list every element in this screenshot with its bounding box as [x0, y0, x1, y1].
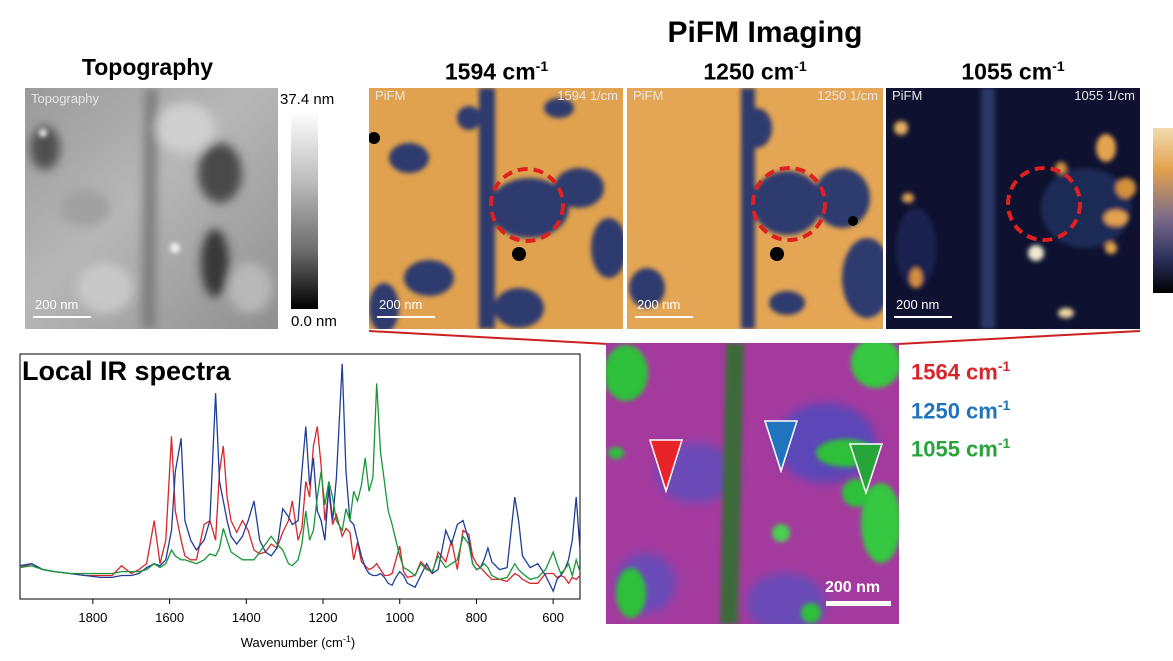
colorbar-max-label: 37.4 nm — [280, 91, 335, 108]
pifm-panel-3-scale-bar — [894, 316, 952, 318]
topography-scale-label: 200 nm — [35, 297, 79, 312]
topography-scale-bar — [33, 316, 91, 318]
spectrum-line-3 — [19, 383, 581, 581]
x-tick-label-1000: 1000 — [385, 610, 414, 625]
pifm-panel-1250: PiFM 1250 1/cm 200 nm — [627, 88, 883, 329]
topography-image: Topography 200 nm — [25, 88, 278, 329]
pifm-panel-1-scale-bar — [377, 316, 435, 318]
pifm-panel-2-corner-right: 1250 1/cm — [817, 88, 878, 103]
pifm-colorbar — [1153, 128, 1173, 293]
x-tick-label-1400: 1400 — [232, 610, 261, 625]
pifm-title: PiFM Imaging — [667, 16, 863, 49]
pifm-panel-1-corner-right: 1594 1/cm — [557, 88, 618, 103]
spectra-svg: 1800 1600 1400 1200 1000 800 600 Wavenumber (c… — [19, 353, 581, 650]
topography-image-label: Topography — [31, 91, 99, 106]
pifm-panel-1-corner-left: PiFM — [375, 88, 406, 103]
spectrum-line-2 — [19, 363, 581, 593]
pifm-panel-3-title: 1055 cm-1 — [961, 58, 1065, 85]
pifm-panel-2-title: 1250 cm-1 — [703, 58, 807, 85]
colorbar-min-label: 0.0 nm — [291, 313, 337, 330]
spectra-chart: 1800 1600 1400 1200 1000 800 600 Wavenumber (c… — [18, 352, 583, 652]
legend-item-1250: 1250 cm-1 — [911, 397, 1011, 424]
x-tick-label-1800: 1800 — [78, 610, 107, 625]
topography-map — [25, 88, 278, 329]
pifm-panel-1-title: 1594 cm-1 — [444, 58, 549, 85]
pifm-panel-1-scale-label: 200 nm — [379, 297, 423, 312]
x-tick-label-800: 800 — [466, 610, 488, 625]
overlay-image: 200 nm — [606, 343, 899, 624]
x-tick-label-1200: 1200 — [309, 610, 338, 625]
pifm-panel-2-scale-bar — [635, 316, 693, 318]
legend-item-1564: 1564 cm-1 — [911, 358, 1011, 385]
pifm-panel-1594: PiFM 1594 1/cm 200 nm — [369, 88, 623, 329]
plot-frame — [19, 353, 581, 600]
x-tick-label-1600: 1600 — [155, 610, 184, 625]
pifm-panel-2-corner-left: PiFM — [633, 88, 664, 103]
x-tick-label-600: 600 — [542, 610, 564, 625]
pifm-panel-3-corner-left: PiFM — [892, 88, 923, 103]
spectra-title: Local IR spectra — [22, 356, 231, 386]
pifm-panel-3-corner-right: 1055 1/cm — [1074, 88, 1135, 103]
pifm-panel-2-scale-label: 200 nm — [637, 297, 681, 312]
pifm-panel-3-scale-label: 200 nm — [896, 297, 940, 312]
x-axis-label: Wavenumber (cm-1) — [241, 634, 355, 650]
overlay-scale-bar — [826, 601, 891, 606]
topography-colorbar — [291, 111, 318, 309]
legend-item-1055: 1055 cm-1 — [911, 435, 1011, 462]
pifm-panel-1055: PiFM 1055 1/cm 200 nm — [886, 88, 1140, 329]
overlay-scale-label: 200 nm — [825, 579, 881, 596]
topography-title: Topography — [81, 54, 214, 80]
